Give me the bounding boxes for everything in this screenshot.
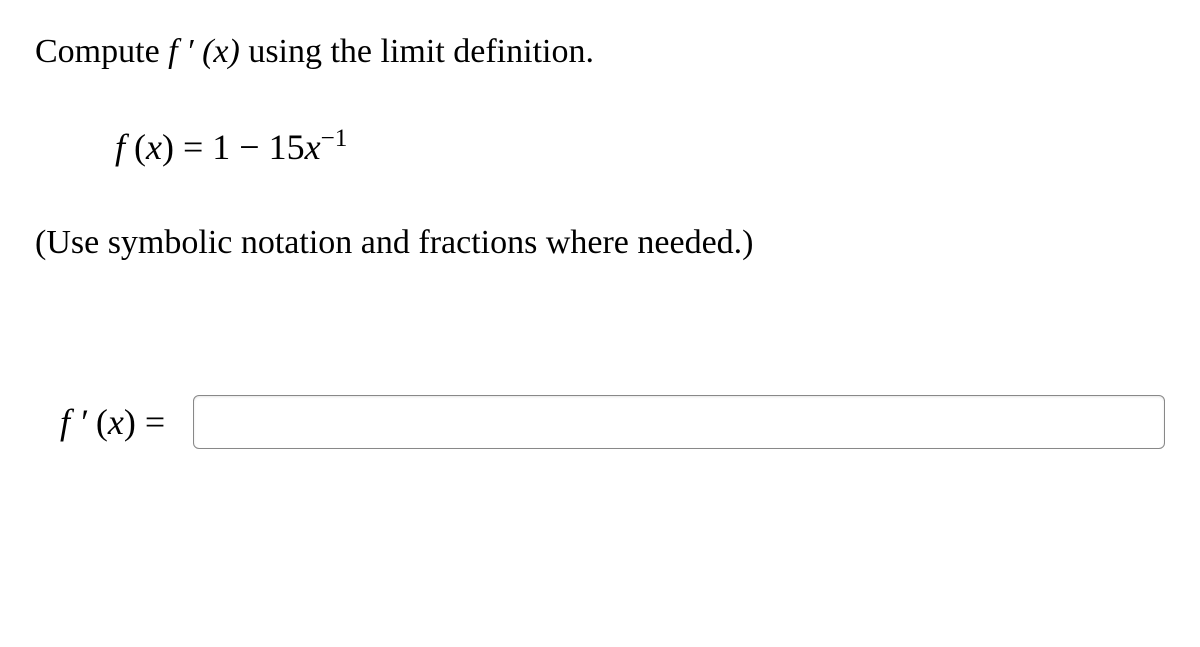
equation-rhs-exp: −1 — [321, 125, 348, 152]
answer-input[interactable] — [193, 395, 1165, 449]
prompt-parenx: (x) — [194, 33, 240, 70]
equation-lhs-f: f — [115, 127, 125, 167]
prompt-fprime: f ′ — [168, 33, 193, 70]
answer-label-paren: (x) = — [87, 402, 165, 442]
equation-rhs-var: x — [305, 127, 321, 167]
problem-prompt: Compute f ′ (x) using the limit definiti… — [35, 30, 1165, 74]
function-equation: f (x) = 1 − 15x−1 — [115, 124, 1165, 171]
prompt-prefix: Compute — [35, 33, 168, 70]
answer-label-f: f ′ — [60, 402, 87, 442]
prompt-suffix: using the limit definition. — [240, 33, 594, 70]
hint-text: (Use symbolic notation and fractions whe… — [35, 221, 1165, 265]
equation-rhs-const: 1 − 15 — [212, 127, 304, 167]
answer-row: f ′ (x) = — [60, 395, 1165, 449]
answer-label: f ′ (x) = — [60, 399, 165, 446]
equation-lhs-paren: (x) = — [125, 127, 212, 167]
